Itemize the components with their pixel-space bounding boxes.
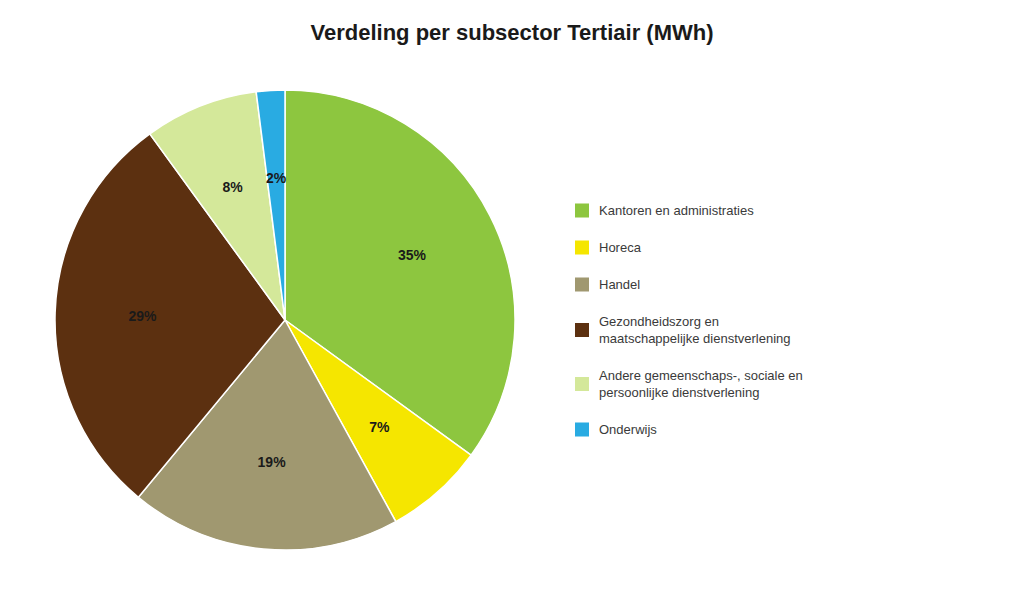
- data-label: 2%: [266, 170, 287, 186]
- data-label: 35%: [398, 247, 427, 263]
- legend-label: Horeca: [599, 240, 642, 255]
- legend-item: Onderwijs: [575, 422, 657, 437]
- legend-swatch: [575, 241, 589, 255]
- legend-swatch: [575, 423, 589, 437]
- legend-swatch: [575, 278, 589, 292]
- legend-swatch: [575, 204, 589, 218]
- legend-label: Andere gemeenschaps-, sociale enpersoonl…: [599, 368, 803, 400]
- data-label: 7%: [369, 419, 390, 435]
- legend-item: Kantoren en administraties: [575, 203, 754, 218]
- legend-label: Kantoren en administraties: [599, 203, 754, 218]
- legend-swatch: [575, 377, 589, 391]
- legend-item: Handel: [575, 277, 640, 292]
- legend-swatch: [575, 323, 589, 337]
- data-label: 19%: [258, 454, 287, 470]
- legend-item: Horeca: [575, 240, 642, 255]
- legend-label: Gezondheidszorg enmaatschappelijke diens…: [599, 314, 791, 346]
- data-label: 29%: [128, 308, 157, 324]
- legend-item: Gezondheidszorg enmaatschappelijke diens…: [575, 314, 791, 346]
- legend-item: Andere gemeenschaps-, sociale enpersoonl…: [575, 368, 803, 400]
- pie: 35% 7% 19% 29% 8% 2%: [55, 90, 515, 550]
- legend-label: Handel: [599, 277, 640, 292]
- slice: [256, 90, 285, 320]
- legend: Kantoren en administraties Horeca Handel Ge…: [575, 203, 803, 437]
- chart: Verdeling per subsector Tertiair (MWh) 35…: [0, 0, 1024, 593]
- data-label: 8%: [222, 179, 243, 195]
- legend-label: Onderwijs: [599, 422, 657, 437]
- title: Verdeling per subsector Tertiair (MWh): [311, 20, 714, 45]
